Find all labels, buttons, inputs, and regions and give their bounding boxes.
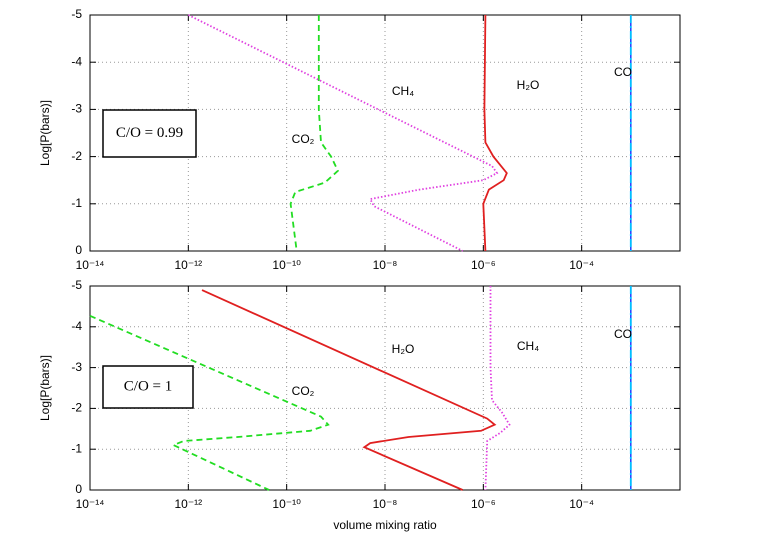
x-tick-label: 10⁻¹²: [174, 258, 202, 272]
y-tick-label: -1: [71, 196, 82, 210]
x-tick-label: 10⁻⁴: [569, 497, 594, 511]
x-tick-label: 10⁻¹⁴: [76, 497, 105, 511]
y-tick-label: -3: [71, 360, 82, 374]
series-line: [89, 314, 330, 491]
y-axis-label: Log[P(bars)]: [38, 100, 52, 166]
annotation-box: [102, 365, 194, 409]
x-tick-label: 10⁻¹⁴: [76, 258, 105, 272]
y-tick-label: -5: [71, 278, 82, 292]
y-axis-label: Log[P(bars)]: [38, 355, 52, 421]
series-label: CH₄: [517, 339, 539, 353]
x-tick-label: 10⁻¹⁰: [272, 258, 301, 272]
series-label: H₂O: [392, 342, 415, 356]
plot-frame: [89, 14, 681, 252]
x-tick-label: 10⁻⁶: [471, 497, 496, 511]
annotation: C/O = 0.99: [116, 125, 183, 141]
y-tick-label: -2: [71, 149, 82, 163]
x-tick-label: 10⁻¹²: [174, 497, 202, 511]
x-axis-label: volume mixing ratio: [333, 518, 437, 532]
series-label: CH₄: [392, 84, 414, 98]
series-label: CO₂: [292, 132, 315, 146]
annotation-box: [102, 109, 197, 158]
plot-frame: [89, 285, 681, 491]
y-tick-label: -3: [71, 102, 82, 116]
y-tick-label: 0: [75, 482, 82, 496]
annotation: C/O = 1: [124, 378, 172, 394]
y-tick-label: 0: [75, 243, 82, 257]
series-line: [201, 289, 497, 491]
y-tick-label: -5: [71, 7, 82, 21]
y-tick-label: -4: [71, 319, 82, 333]
x-tick-label: 10⁻⁶: [471, 258, 496, 272]
series-line: [482, 14, 508, 252]
series-label: CO₂: [292, 384, 315, 398]
series-line: [187, 14, 499, 252]
x-tick-label: 10⁻⁴: [569, 258, 594, 272]
x-tick-label: 10⁻¹⁰: [272, 497, 301, 511]
series-label: H₂O: [517, 78, 540, 92]
x-tick-label: 10⁻⁸: [373, 497, 398, 511]
y-tick-label: -4: [71, 54, 82, 68]
series-line: [484, 286, 511, 491]
series-label: CO: [614, 327, 632, 341]
y-tick-label: -2: [71, 401, 82, 415]
y-tick-label: -1: [71, 441, 82, 455]
series-line: [289, 15, 340, 252]
series-label: CO: [614, 65, 632, 79]
x-tick-label: 10⁻⁸: [373, 258, 398, 272]
